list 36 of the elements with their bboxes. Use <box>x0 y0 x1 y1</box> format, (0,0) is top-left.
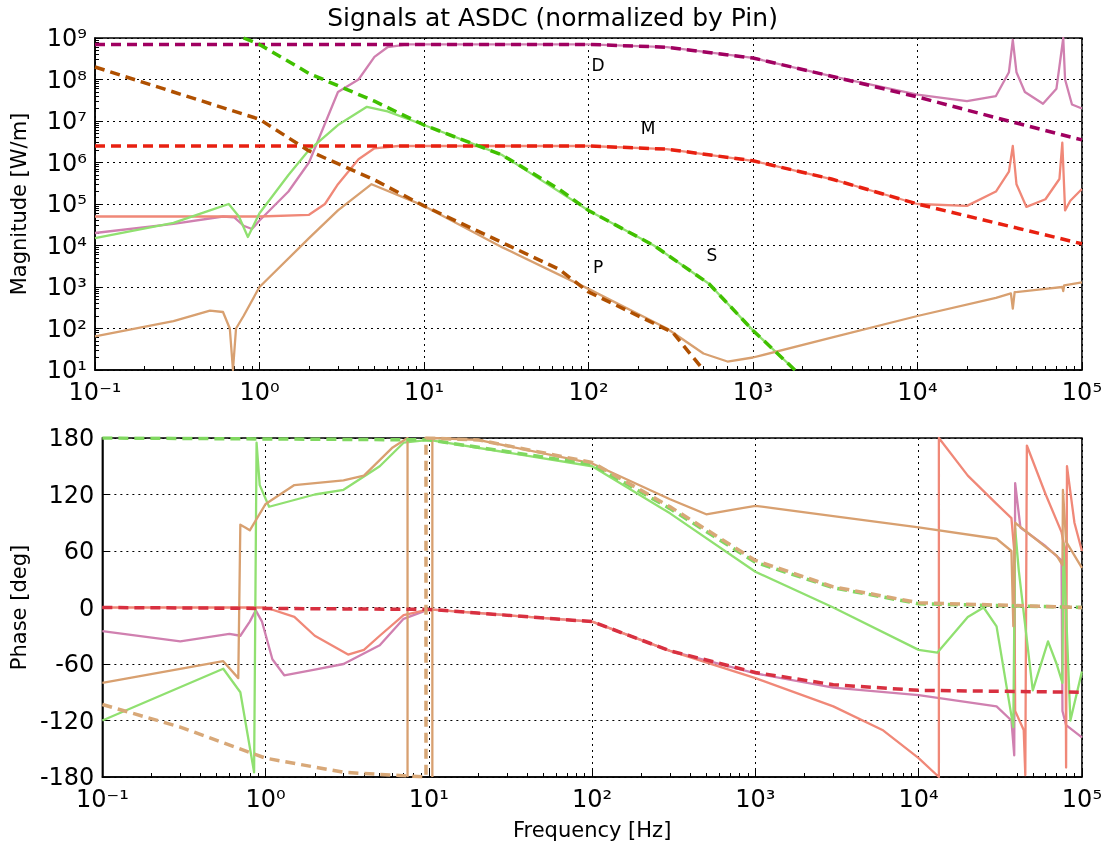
y-axis-title: Magnitude [W/m] <box>6 112 31 296</box>
y-tick-label: 10⁹ <box>46 24 87 52</box>
x-tick-label: 10⁻¹ <box>75 785 129 813</box>
x-tick-label: 10⁴ <box>898 785 939 813</box>
x-axis-title: Frequency [Hz] <box>512 817 672 842</box>
y-tick-label: 10⁴ <box>46 231 87 260</box>
y-tick-label: 10³ <box>46 273 87 301</box>
x-tick-label: 10¹ <box>408 785 449 813</box>
y-axis-title: Phase [deg] <box>6 544 31 671</box>
chart-title: Signals at ASDC (normalized by Pin) <box>327 3 778 32</box>
y-tick-label: 10⁸ <box>46 65 87 94</box>
y-tick-label: 180 <box>48 424 95 452</box>
x-tick-label: 10³ <box>732 378 774 406</box>
x-tick-label: 10⁵ <box>1061 378 1103 406</box>
y-tick-label: 10⁶ <box>46 148 87 177</box>
y-tick-label: 10⁷ <box>46 107 87 135</box>
x-tick-label: 10⁴ <box>897 378 938 406</box>
x-tick-label: 10² <box>568 378 609 406</box>
x-tick-label: 10⁵ <box>1061 785 1103 813</box>
annotation: M <box>640 118 656 138</box>
annotation: P <box>592 257 604 277</box>
annotation: D <box>591 55 605 75</box>
annotation: S <box>706 245 718 265</box>
y-tick-label: 60 <box>63 537 95 565</box>
x-tick-label: 10² <box>572 785 613 813</box>
y-tick-label: 10⁵ <box>46 190 87 218</box>
x-tick-label: 10⁻¹ <box>68 378 122 406</box>
x-tick-label: 10⁰ <box>245 785 286 813</box>
x-tick-label: 10⁰ <box>239 378 280 406</box>
x-tick-label: 10¹ <box>403 378 445 406</box>
x-tick-label: 10³ <box>735 785 776 813</box>
y-tick-label: -60 <box>55 650 95 678</box>
y-tick-label: -120 <box>39 706 95 735</box>
y-tick-label: 120 <box>48 480 95 509</box>
y-tick-label: 10² <box>46 314 87 343</box>
y-tick-label: 0 <box>79 593 95 622</box>
